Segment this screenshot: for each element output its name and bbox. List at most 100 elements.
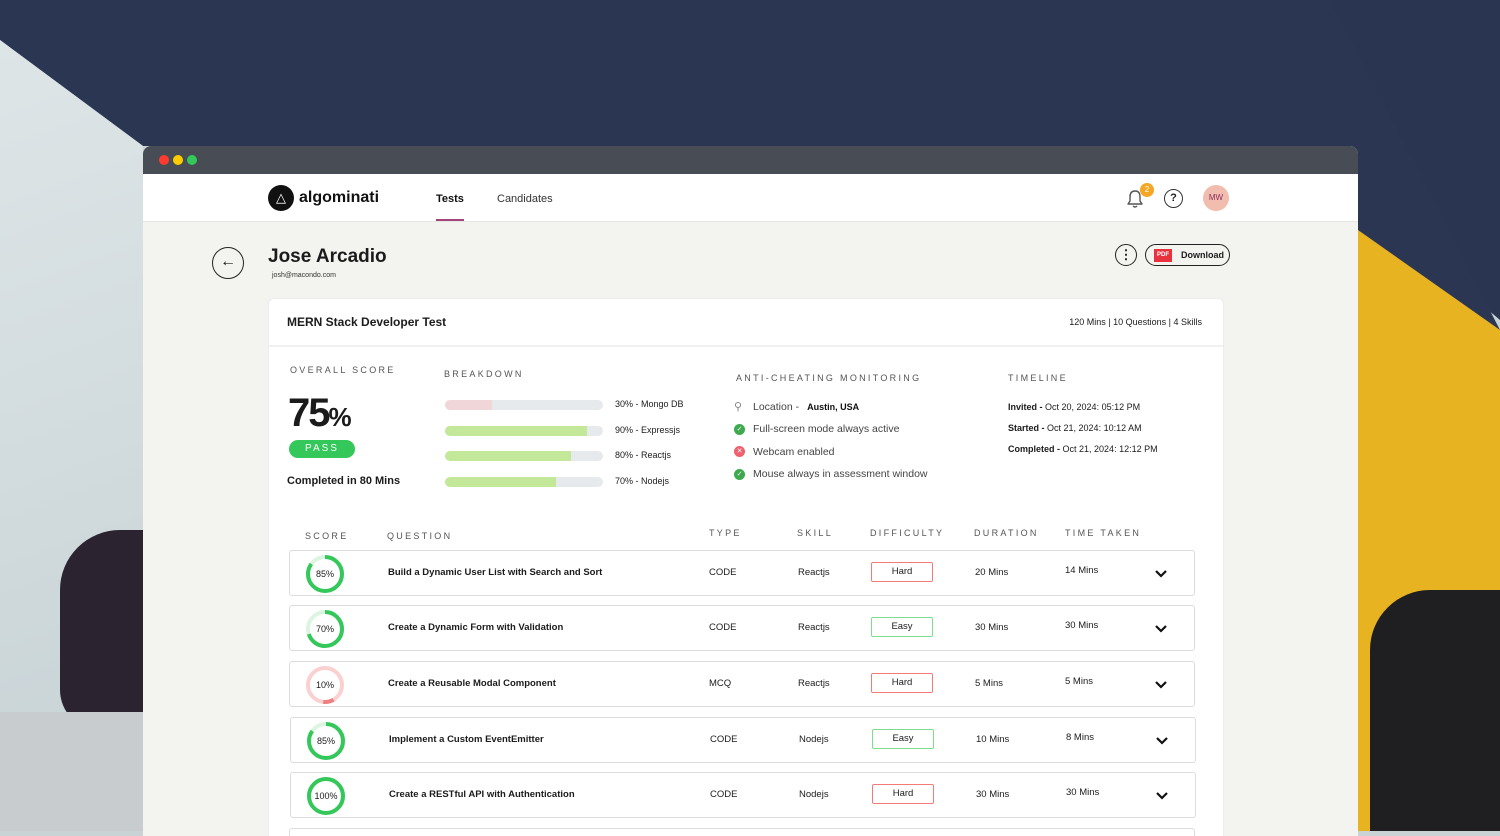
bell-icon[interactable] bbox=[1126, 189, 1144, 209]
timeline-item: Completed - Oct 21, 2024: 12:12 PM bbox=[1008, 444, 1158, 454]
score-ring: 100% bbox=[306, 776, 346, 816]
test-title: MERN Stack Developer Test bbox=[287, 315, 447, 329]
chevron-down-icon[interactable] bbox=[1155, 733, 1169, 745]
location-value: Austin, USA bbox=[807, 401, 860, 412]
breakdown-label: BREAKDOWN bbox=[444, 369, 524, 379]
skill-progress-bar bbox=[445, 425, 603, 436]
column-header: TIME TAKEN bbox=[1065, 528, 1142, 538]
timeline-item: Started - Oct 21, 2024: 10:12 AM bbox=[1008, 423, 1142, 433]
question-time-taken: 14 Mins bbox=[1065, 565, 1099, 576]
check-circle-icon: ✓ bbox=[734, 468, 745, 480]
brand-logo[interactable]: △ algominati bbox=[268, 185, 379, 211]
location-pin-icon: ⚲ bbox=[734, 401, 743, 413]
column-header: DURATION bbox=[974, 528, 1039, 538]
minimize-dot[interactable] bbox=[173, 155, 183, 165]
question-time-taken: 30 Mins bbox=[1066, 787, 1100, 798]
tab-candidates[interactable]: Candidates bbox=[497, 193, 553, 205]
question-type: CODE bbox=[709, 622, 737, 633]
column-header: DIFFICULTY bbox=[870, 528, 945, 538]
column-header: SKILL bbox=[797, 528, 834, 538]
monitoring-label: ANTI-CHEATING MONITORING bbox=[736, 373, 922, 383]
skill-breakdown-label: 80% - Reactjs bbox=[615, 450, 672, 460]
chevron-down-icon[interactable] bbox=[1154, 677, 1168, 689]
logo-icon: △ bbox=[268, 185, 294, 211]
question-time-taken: 8 Mins bbox=[1066, 732, 1094, 743]
notification-badge: 2 bbox=[1140, 183, 1154, 197]
test-card: MERN Stack Developer Test 120 Mins | 10 Q… bbox=[268, 298, 1224, 836]
question-type: MCQ bbox=[709, 678, 732, 689]
difficulty-badge: Hard bbox=[871, 673, 933, 693]
difficulty-badge: Easy bbox=[871, 617, 933, 637]
skill-breakdown-label: 90% - Expressjs bbox=[615, 424, 681, 435]
question-duration: 30 Mins bbox=[976, 789, 1010, 800]
monitoring-item: ✓ Mouse always in assessment window bbox=[734, 468, 928, 480]
question-title: Implement a Custom EventEmitter bbox=[389, 734, 544, 745]
difficulty-badge: Hard bbox=[872, 784, 934, 804]
skill-progress-bar bbox=[445, 451, 603, 461]
skill-progress-bar bbox=[445, 400, 603, 410]
question-row[interactable]: 10% Create a Reusable Modal Component MCQ R… bbox=[289, 661, 1195, 707]
skill-progress-bar bbox=[445, 476, 603, 487]
help-icon[interactable]: ? bbox=[1164, 189, 1183, 208]
skill-breakdown-label: 70% - Nodejs bbox=[615, 475, 670, 486]
question-time-taken: 30 Mins bbox=[1065, 620, 1099, 631]
overall-score: 75% bbox=[288, 391, 352, 435]
x-circle-icon: ✕ bbox=[734, 446, 745, 457]
question-type: CODE bbox=[710, 734, 738, 745]
download-button[interactable]: PDF Download bbox=[1145, 244, 1230, 266]
question-row[interactable]: 100% Create a RESTful API with Authentica… bbox=[290, 772, 1196, 818]
maximize-dot[interactable] bbox=[187, 155, 197, 165]
pdf-icon: PDF bbox=[1154, 248, 1172, 262]
chevron-down-icon[interactable] bbox=[1154, 621, 1168, 633]
question-duration: 30 Mins bbox=[975, 622, 1009, 633]
question-duration: 10 Mins bbox=[976, 734, 1010, 745]
score-ring: 85% bbox=[306, 721, 346, 761]
question-duration: 5 Mins bbox=[975, 678, 1003, 689]
more-options-button[interactable]: ⋮ bbox=[1115, 244, 1137, 266]
question-skill: Reactjs bbox=[798, 678, 830, 689]
chevron-down-icon[interactable] bbox=[1155, 788, 1169, 800]
monitoring-item: ✕ Webcam enabled bbox=[734, 446, 835, 458]
candidate-name: Jose Arcadio bbox=[268, 246, 387, 267]
question-row[interactable]: 70% Create a Dynamic Form with Validation… bbox=[289, 605, 1195, 651]
brand-name: algominati bbox=[299, 189, 380, 206]
timeline-label: TIMELINE bbox=[1008, 373, 1068, 383]
column-header: SCORE bbox=[305, 531, 349, 541]
score-ring: 70% bbox=[305, 609, 345, 649]
question-type: CODE bbox=[710, 789, 738, 800]
tab-tests[interactable]: Tests bbox=[436, 193, 464, 221]
question-row[interactable]: 85% Build a Dynamic User List with Search… bbox=[289, 550, 1195, 596]
question-skill: Nodejs bbox=[799, 789, 829, 800]
question-row[interactable] bbox=[289, 828, 1195, 836]
difficulty-badge: Hard bbox=[871, 562, 933, 582]
candidate-email: josh@macondo.com bbox=[272, 272, 336, 279]
question-skill: Reactjs bbox=[798, 567, 830, 578]
chevron-down-icon[interactable] bbox=[1154, 566, 1168, 578]
question-skill: Reactjs bbox=[798, 622, 830, 633]
timeline-item: Invited - Oct 20, 2024: 05:12 PM bbox=[1008, 402, 1141, 412]
question-skill: Nodejs bbox=[799, 734, 829, 745]
question-time-taken: 5 Mins bbox=[1065, 676, 1093, 687]
pass-badge: PASS bbox=[289, 440, 355, 458]
completed-time: Completed in 80 Mins bbox=[287, 475, 401, 487]
title-bar bbox=[143, 146, 1358, 174]
browser-window: △ algominati Tests Candidates 2 ? MW ← Jo… bbox=[143, 146, 1358, 836]
difficulty-badge: Easy bbox=[872, 729, 934, 749]
avatar[interactable]: MW bbox=[1203, 185, 1229, 211]
question-row[interactable]: 85% Implement a Custom EventEmitter CODE No… bbox=[290, 717, 1196, 763]
column-header: QUESTION bbox=[387, 531, 453, 541]
question-title: Create a RESTful API with Authentication bbox=[389, 789, 575, 800]
top-nav: △ algominati Tests Candidates 2 ? MW bbox=[143, 174, 1358, 222]
question-title: Create a Reusable Modal Component bbox=[388, 678, 556, 689]
question-title: Create a Dynamic Form with Validation bbox=[388, 622, 564, 633]
monitoring-item: ✓ Full-screen mode always active bbox=[734, 423, 899, 435]
back-button[interactable]: ← bbox=[212, 247, 244, 279]
score-ring: 10% bbox=[305, 665, 345, 705]
close-dot[interactable] bbox=[159, 155, 169, 165]
check-circle-icon: ✓ bbox=[734, 423, 745, 435]
score-ring: 85% bbox=[305, 554, 345, 594]
overall-score-label: OVERALL SCORE bbox=[290, 365, 396, 375]
test-meta: 120 Mins | 10 Questions | 4 Skills bbox=[1069, 317, 1202, 327]
column-header: TYPE bbox=[709, 528, 742, 538]
question-type: CODE bbox=[709, 567, 737, 578]
